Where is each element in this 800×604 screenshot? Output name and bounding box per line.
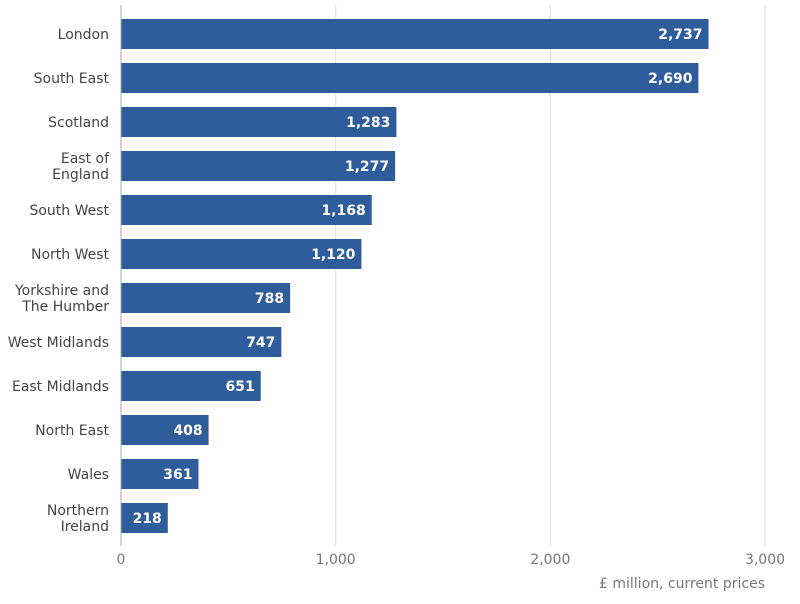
x-tick-label: 2,000 (530, 552, 570, 568)
bar (121, 19, 709, 49)
data-label: 2,737 (658, 27, 702, 43)
bar (121, 151, 396, 181)
data-label: 408 (173, 423, 202, 439)
data-label: 651 (226, 379, 255, 395)
bar (121, 283, 291, 313)
category-label: Northern Ireland (47, 503, 109, 535)
x-axis-label: £ million, current prices (599, 576, 765, 592)
category-label: East of England (52, 151, 110, 183)
bar (121, 415, 209, 445)
x-tick-label: 3,000 (745, 552, 785, 568)
bar (121, 459, 199, 489)
category-label: North East (35, 423, 109, 439)
category-label: West Midlands (8, 335, 109, 351)
data-label: 218 (133, 511, 162, 527)
data-label: 361 (163, 467, 192, 483)
category-label: South West (29, 203, 109, 219)
x-tick-label: 0 (117, 552, 126, 568)
data-label: 1,168 (321, 203, 365, 219)
bar (121, 503, 168, 533)
category-label: London (58, 27, 109, 43)
bar (121, 371, 261, 401)
category-label: Yorkshire and The Humber (14, 283, 109, 315)
category-label: East Midlands (12, 379, 109, 395)
bar (121, 195, 372, 225)
category-label: Scotland (48, 115, 109, 131)
category-label: South East (34, 71, 110, 87)
category-label: Wales (68, 467, 109, 483)
bar (121, 107, 397, 137)
data-label: 747 (246, 335, 275, 351)
data-label: 2,690 (648, 71, 693, 87)
data-label: 788 (255, 291, 284, 307)
data-label: 1,283 (346, 115, 390, 131)
bar (121, 63, 699, 93)
bar (121, 327, 282, 357)
category-label: North West (31, 247, 110, 263)
data-label: 1,277 (345, 159, 389, 175)
x-tick-label: 1,000 (316, 552, 356, 568)
bar (121, 239, 362, 269)
data-label: 1,120 (311, 247, 356, 263)
